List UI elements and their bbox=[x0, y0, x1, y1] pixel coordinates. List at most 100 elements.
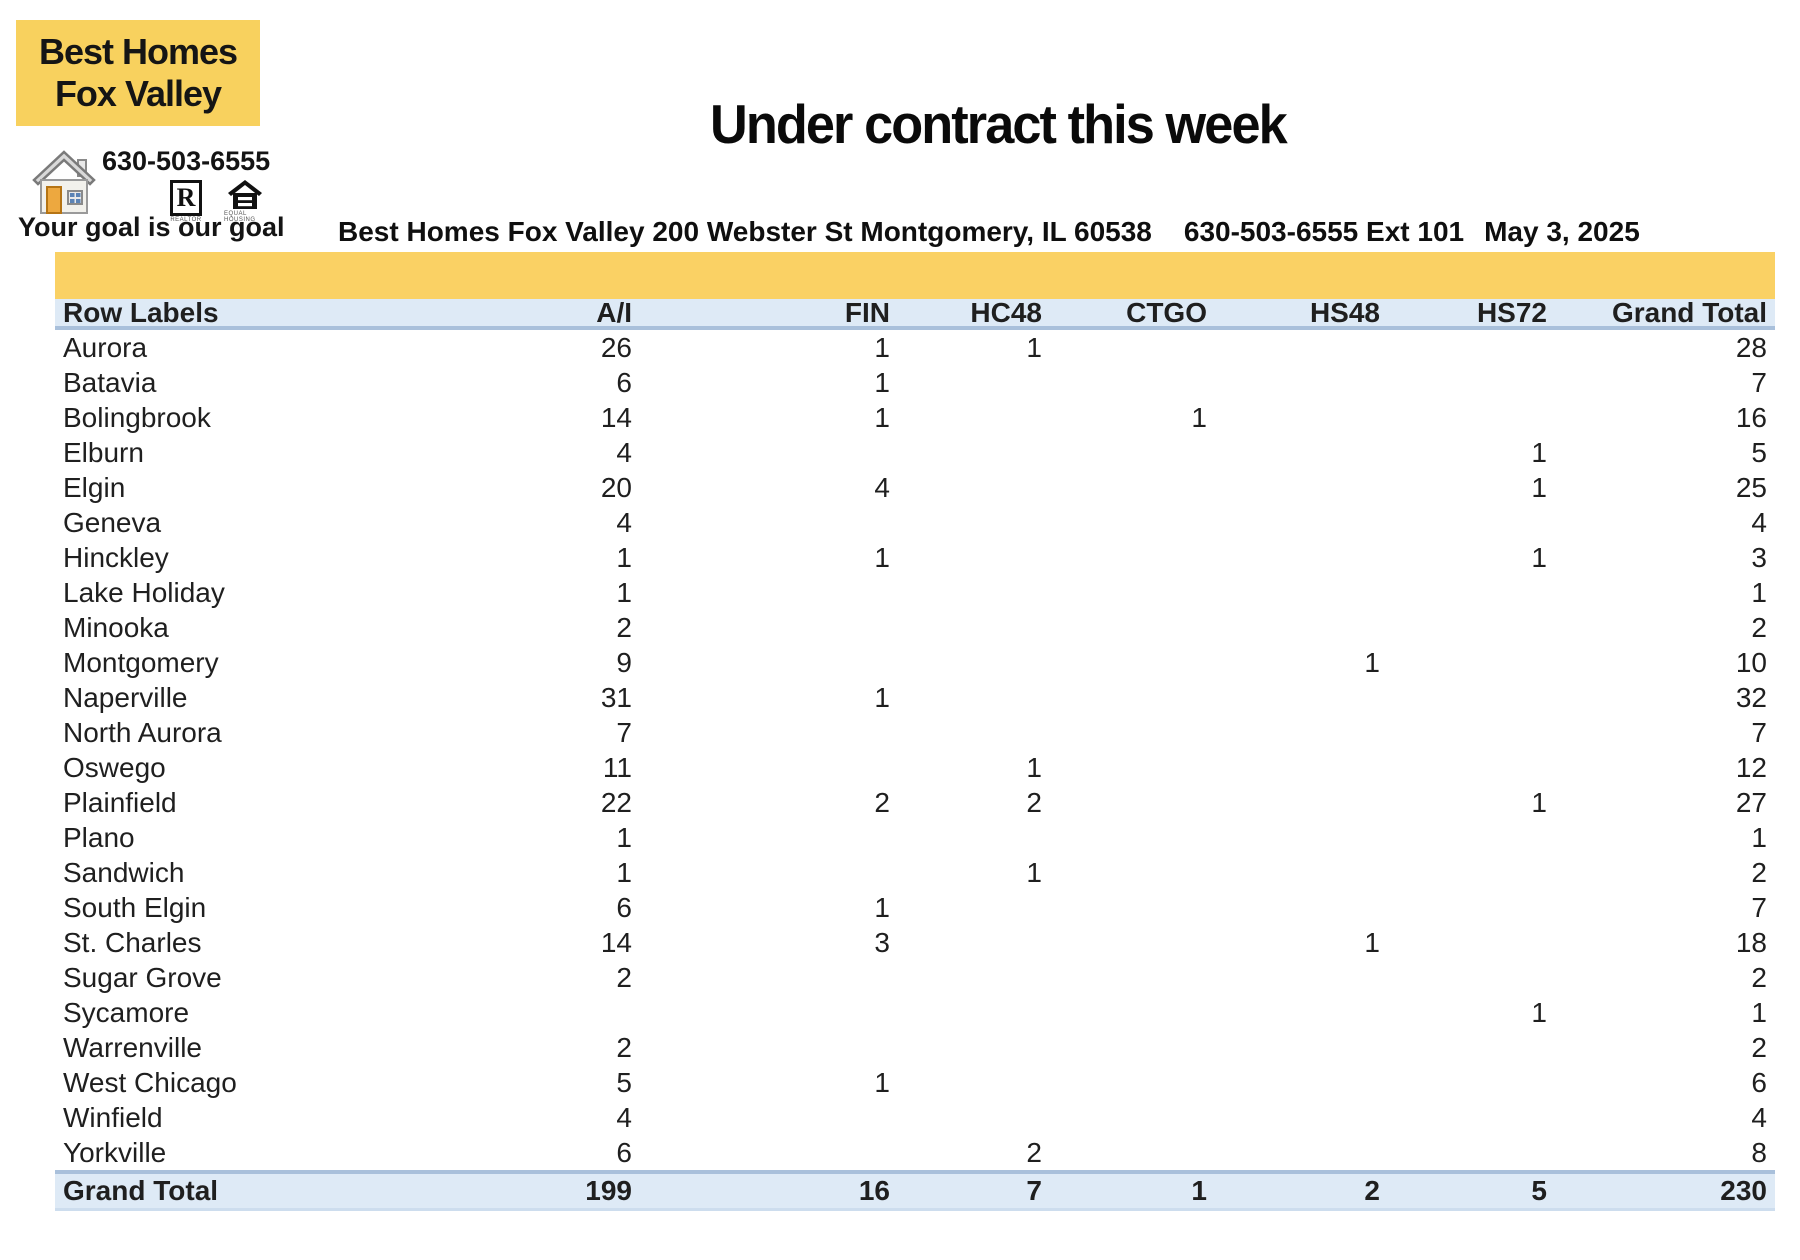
cell-ai: 4 bbox=[616, 1101, 632, 1133]
cell-ai: 6 bbox=[616, 366, 632, 398]
cell-total: 4 bbox=[1751, 1101, 1767, 1133]
row-label: Geneva bbox=[63, 506, 162, 538]
cell-ai: 22 bbox=[600, 786, 632, 818]
cell-ai: 4 bbox=[616, 436, 632, 468]
table-row: Minooka 2 2 bbox=[55, 610, 1775, 645]
row-label: Sandwich bbox=[63, 856, 185, 888]
logo-nameplate: Best Homes Fox Valley bbox=[16, 20, 260, 126]
page-title: Under contract this week bbox=[710, 93, 1288, 155]
cell-fin: 1 bbox=[874, 681, 890, 713]
cell-ai: 6 bbox=[616, 1136, 632, 1168]
grand-total-ai: 199 bbox=[585, 1175, 632, 1206]
cell-fin: 2 bbox=[874, 786, 890, 818]
report-date: May 3, 2025 bbox=[1484, 216, 1640, 247]
equal-housing-icon bbox=[228, 180, 262, 209]
cell-ai: 26 bbox=[600, 331, 632, 363]
grand-total-ctgo: 1 bbox=[1191, 1175, 1207, 1206]
grand-total-hs48: 2 bbox=[1364, 1175, 1380, 1206]
row-label: Winfield bbox=[63, 1101, 163, 1133]
cell-total: 2 bbox=[1751, 856, 1767, 888]
column-header-ctgo: CTGO bbox=[1126, 299, 1207, 326]
row-label: Minooka bbox=[63, 611, 169, 643]
row-label: Sugar Grove bbox=[63, 961, 222, 993]
cell-hs72: 1 bbox=[1531, 471, 1547, 503]
equal-housing-caption: EQUAL HOUSING bbox=[224, 211, 256, 223]
column-header-hs72: HS72 bbox=[1476, 299, 1547, 326]
cell-total: 25 bbox=[1735, 471, 1767, 503]
cell-ai: 14 bbox=[600, 401, 632, 433]
cell-ai: 6 bbox=[616, 891, 632, 923]
cell-hc48: 2 bbox=[1026, 1136, 1042, 1168]
row-label: Montgomery bbox=[63, 646, 219, 678]
grand-total-hc48: 7 bbox=[1026, 1175, 1042, 1206]
cell-total: 16 bbox=[1735, 401, 1767, 433]
cell-ai: 1 bbox=[616, 821, 632, 853]
company-logo: Best Homes Fox Valley 630-503-6555 R REA… bbox=[16, 20, 285, 242]
column-header-total: Grand Total bbox=[1611, 299, 1767, 326]
row-label: Batavia bbox=[63, 366, 157, 398]
cell-total: 1 bbox=[1751, 821, 1767, 853]
cell-total: 2 bbox=[1751, 611, 1767, 643]
cell-ai: 2 bbox=[616, 1031, 632, 1063]
cell-total: 1 bbox=[1751, 576, 1767, 608]
row-label: Hinckley bbox=[63, 541, 169, 573]
realtor-logo: R REALTOR bbox=[170, 180, 202, 223]
cell-ai: 20 bbox=[600, 471, 632, 503]
cell-total: 10 bbox=[1735, 646, 1767, 678]
grand-total-row: Grand Total 199 16 7 1 2 5 230 bbox=[55, 1170, 1775, 1211]
logo-name-line2: Fox Valley bbox=[54, 73, 222, 114]
logo-name-line1: Best Homes bbox=[38, 31, 238, 73]
cell-ai: 7 bbox=[616, 716, 632, 748]
table-row: Naperville 31 1 32 bbox=[55, 680, 1775, 715]
table-row: Sycamore 1 1 bbox=[55, 995, 1775, 1030]
table-row: Plainfield 22 2 2 1 27 bbox=[55, 785, 1775, 820]
cell-total: 32 bbox=[1735, 681, 1767, 713]
column-header-hs48: HS48 bbox=[1309, 299, 1380, 326]
cell-ctgo: 1 bbox=[1191, 401, 1207, 433]
row-label: St. Charles bbox=[63, 926, 202, 958]
cell-total: 2 bbox=[1751, 961, 1767, 993]
table-header-row: Row Labels A/I FIN HC48 CTGO HS48 HS72 Grand To… bbox=[55, 299, 1775, 330]
cell-total: 2 bbox=[1751, 1031, 1767, 1063]
realtor-r-icon: R bbox=[170, 180, 202, 216]
cell-total: 18 bbox=[1735, 926, 1767, 958]
cell-total: 8 bbox=[1751, 1136, 1767, 1168]
logo-tagline: Your goal is our goal bbox=[18, 212, 285, 242]
association-logos: R REALTOR EQUAL HOUSING bbox=[170, 180, 266, 223]
table-row: Batavia 6 1 7 bbox=[55, 365, 1775, 400]
grand-total-total: 230 bbox=[1720, 1175, 1767, 1206]
table-row: Plano 1 1 bbox=[55, 820, 1775, 855]
table-row: North Aurora 7 7 bbox=[55, 715, 1775, 750]
cell-ai: 1 bbox=[616, 576, 632, 608]
row-label: Plainfield bbox=[63, 786, 177, 818]
column-header-fin: FIN bbox=[844, 299, 890, 326]
cell-ai: 5 bbox=[616, 1066, 632, 1098]
table-row: Aurora 26 1 1 28 bbox=[55, 330, 1775, 365]
cell-total: 7 bbox=[1751, 366, 1767, 398]
cell-hs48: 1 bbox=[1364, 926, 1380, 958]
office-address: Best Homes Fox Valley 200 Webster St Mon… bbox=[338, 216, 1152, 247]
cell-ai: 11 bbox=[602, 751, 632, 783]
table-row: Montgomery 9 1 10 bbox=[55, 645, 1775, 680]
cell-fin: 1 bbox=[874, 366, 890, 398]
table-row: Oswego 11 1 12 bbox=[55, 750, 1775, 785]
table-row: Bolingbrook 14 1 1 16 bbox=[55, 400, 1775, 435]
row-label: Lake Holiday bbox=[63, 576, 225, 608]
cell-hc48: 1 bbox=[1026, 331, 1042, 363]
grand-total-fin: 16 bbox=[858, 1175, 890, 1206]
table-row: South Elgin 6 1 7 bbox=[55, 890, 1775, 925]
row-label: Elburn bbox=[63, 436, 144, 468]
cell-total: 27 bbox=[1735, 786, 1767, 818]
column-header-ai: A/I bbox=[596, 299, 632, 326]
cell-total: 5 bbox=[1751, 436, 1767, 468]
row-label: Naperville bbox=[63, 681, 188, 713]
row-label: Plano bbox=[63, 821, 135, 853]
cell-fin: 1 bbox=[874, 1066, 890, 1098]
cell-ai: 4 bbox=[616, 506, 632, 538]
logo-phone-number: 630-503-6555 bbox=[102, 146, 271, 176]
cell-fin: 4 bbox=[874, 471, 890, 503]
under-contract-table: Row Labels A/I FIN HC48 CTGO HS48 HS72 Grand To… bbox=[55, 252, 1775, 1211]
row-label: Aurora bbox=[63, 331, 148, 363]
table-row: Hinckley 1 1 1 3 bbox=[55, 540, 1775, 575]
